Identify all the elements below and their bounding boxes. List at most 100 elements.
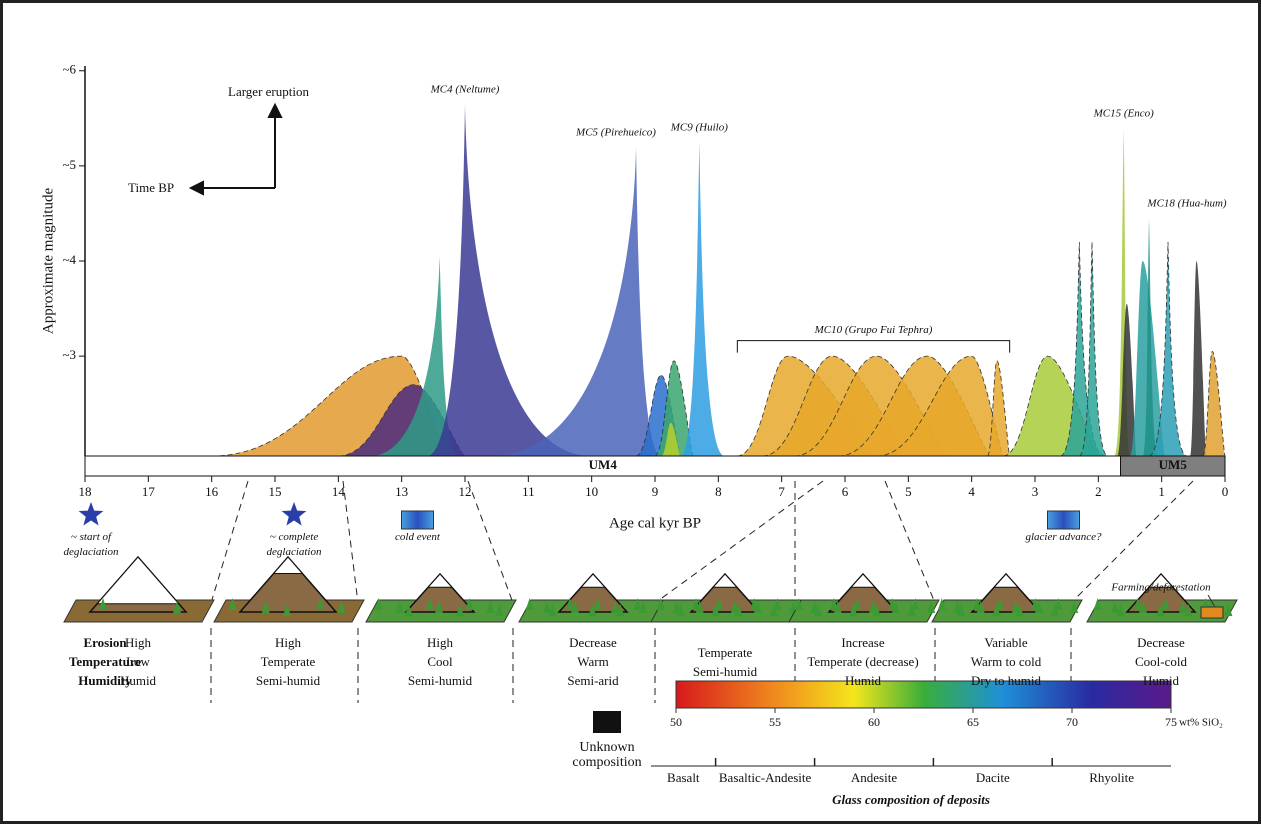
tree (794, 598, 803, 610)
mountain (970, 572, 1042, 613)
tree (486, 601, 495, 613)
tree (639, 601, 647, 613)
x-tick-label: 3 (1032, 484, 1039, 499)
eruption-peak (876, 355, 1004, 457)
colorbar-tick-label: 65 (967, 715, 979, 729)
tree (1224, 604, 1233, 616)
tree (99, 598, 107, 610)
peak-label: MC4 (Neltume) (430, 84, 500, 96)
colorbar-tick-label: 75 (1165, 715, 1177, 729)
y-tick-label: ~5 (62, 157, 76, 172)
colorbar-tick-label: 70 (1066, 715, 1078, 729)
x-tick-label: 2 (1095, 484, 1102, 499)
x-tick-label: 17 (142, 484, 156, 499)
tree (1116, 604, 1125, 616)
arrow-label: Larger eruption (228, 84, 309, 99)
tree (395, 601, 404, 613)
tree (1054, 598, 1063, 610)
snow (96, 556, 180, 605)
unknown-swatch (593, 711, 621, 733)
class-label: Basalt (667, 770, 700, 785)
snow (1147, 573, 1175, 588)
stage-text: Decrease (569, 635, 617, 650)
arrows (188, 102, 283, 196)
eruption-peak (1117, 303, 1137, 456)
snow (849, 573, 877, 588)
tree (734, 604, 743, 616)
tree (435, 601, 443, 613)
stage-text: Warm (577, 654, 609, 669)
class-label: Andesite (851, 770, 897, 785)
event-label: ~ start of deglaciation (63, 531, 119, 558)
y-title: Approximate magnitude (40, 188, 56, 335)
eruption-peak (661, 422, 681, 456)
tree (1093, 598, 1102, 610)
stage-note: Farming/deforestation (1110, 582, 1211, 594)
tree (228, 598, 237, 610)
tree (593, 598, 602, 610)
unknown-label: Unknown composition (572, 740, 642, 770)
farming-pointer (1207, 594, 1216, 608)
eruption-peak (1060, 241, 1105, 457)
tree (937, 598, 946, 610)
stage-text: Semi-humid (407, 673, 473, 688)
eruption-peak (1190, 261, 1206, 456)
tree (571, 601, 579, 613)
tree (1139, 601, 1147, 613)
y-tick-label: ~3 (62, 347, 76, 362)
stage-text: Humid (1142, 673, 1180, 688)
farming-patch (1200, 606, 1224, 619)
tree (1070, 601, 1079, 613)
tree (853, 598, 862, 610)
event-label: glacier advance? (1025, 531, 1102, 543)
stage-text: Decrease (1137, 635, 1185, 650)
stage-text: Dry to humid (970, 673, 1042, 688)
peak-label: MC18 (Hua-hum) (1146, 198, 1226, 210)
colorbar-unit: wt% SiO₂ (1179, 717, 1223, 729)
x-tick-label: 12 (459, 484, 472, 499)
event-star (78, 502, 104, 526)
colorbar-tick-label: 50 (670, 715, 682, 729)
stage-text: Low (126, 654, 150, 669)
tree (773, 598, 782, 610)
peak-label: MC5 (Pirehueico) (575, 126, 656, 138)
chart: Larger eruption Time BP Approximate magn… (40, 62, 1238, 807)
peak-label: MC15 (Enco) (1093, 107, 1155, 119)
eruption-peak (1078, 241, 1109, 457)
stage-text: Humid (119, 673, 157, 688)
x-tick-label: 8 (715, 484, 722, 499)
class-label: Basaltic-Andesite (719, 770, 812, 785)
stage-text: Semi-humid (692, 664, 758, 679)
x-tick-label: 16 (205, 484, 219, 499)
stage-text: Warm to cold (970, 654, 1042, 669)
stage-text: Cool-cold (1135, 654, 1187, 669)
tree (1184, 604, 1193, 616)
snow (426, 573, 454, 588)
row-label: Erosion (83, 635, 127, 650)
tree (565, 598, 574, 610)
class-label: Rhyolite (1089, 770, 1134, 785)
unit-label: UM5 (1159, 457, 1188, 472)
tree (715, 598, 724, 610)
eruption-peak (1148, 241, 1188, 457)
eruption-peak (427, 104, 592, 457)
tree (283, 604, 291, 616)
tree (911, 598, 920, 610)
x-tick-label: 15 (269, 484, 282, 499)
stage-text: Variable (984, 635, 1028, 650)
tree (872, 604, 881, 616)
x-tick-label: 0 (1222, 484, 1229, 499)
x-title: Age cal kyr BP (609, 515, 701, 531)
tree (1179, 601, 1187, 613)
stage-text: Temperate (260, 654, 316, 669)
tree (425, 598, 434, 610)
mountain (689, 572, 761, 613)
eruption-peak (1202, 350, 1226, 457)
tree (754, 601, 762, 613)
row-label: Humidity (78, 673, 132, 688)
tree (656, 598, 665, 610)
tree (1015, 604, 1024, 616)
tree (495, 604, 504, 616)
eruption-peak (680, 142, 725, 456)
